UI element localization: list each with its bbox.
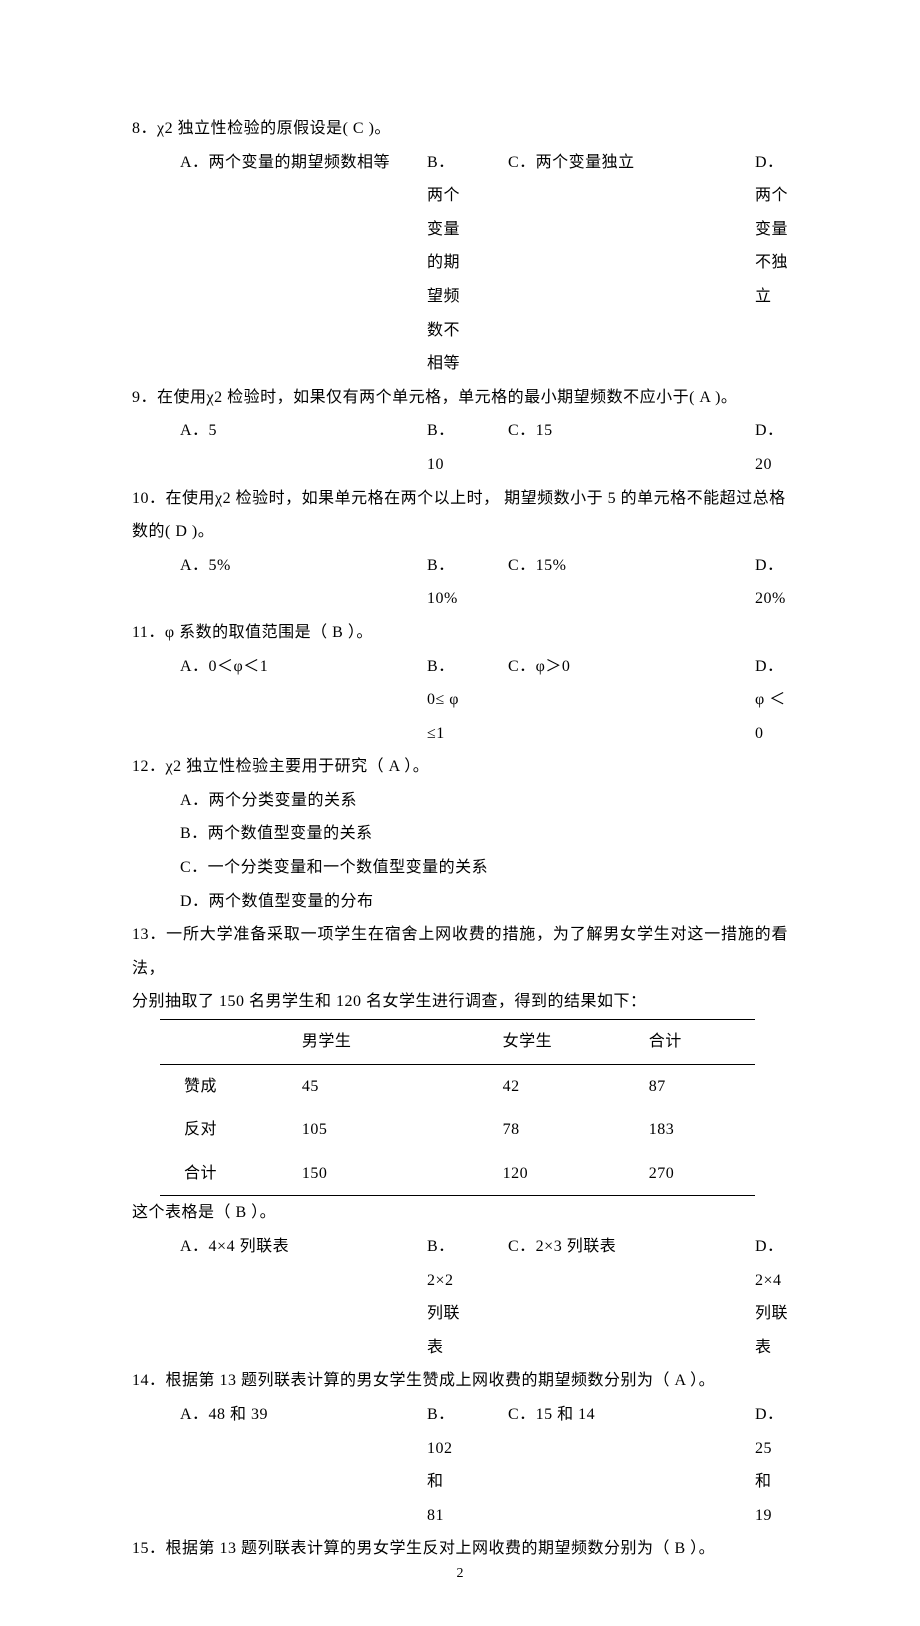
- cell: 78: [495, 1108, 641, 1152]
- option-a: A．0＜φ＜1: [132, 650, 427, 751]
- options: A．两个变量的期望频数相等 B．两个变量的期望频数不相等 C．两个变量独立 D．…: [132, 146, 788, 381]
- options: A．0＜φ＜1 B．0≤ φ ≤1 C．φ＞0 D．φ ＜0: [132, 650, 788, 751]
- table-row: 合计 150 120 270: [160, 1152, 755, 1196]
- option-d: D．2×4 列联表: [755, 1230, 788, 1364]
- option-d: D．25 和 19: [755, 1398, 788, 1532]
- cell: 105: [294, 1108, 495, 1152]
- option-d: D．φ ＜0: [755, 650, 788, 751]
- cell: 120: [495, 1152, 641, 1196]
- table-header-row: 男学生 女学生 合计: [160, 1020, 755, 1065]
- question-9: 9．在使用χ2 检验时，如果仅有两个单元格，单元格的最小期望频数不应小于( A …: [132, 381, 788, 482]
- cell: 87: [641, 1064, 755, 1108]
- col-header-blank: [160, 1020, 294, 1065]
- option-c: C．两个变量独立: [460, 146, 755, 381]
- question-stem: 15．根据第 13 题列联表计算的男女学生反对上网收费的期望频数分别为（ B ）…: [132, 1532, 788, 1566]
- option-c: C．15: [460, 414, 755, 481]
- option-d: D．20: [755, 414, 788, 481]
- option-c: C．一个分类变量和一个数值型变量的关系: [132, 851, 788, 885]
- cell: 270: [641, 1152, 755, 1196]
- option-d: D．20%: [755, 549, 788, 616]
- stem-line: 13．一所大学准备采取一项学生在宿舍上网收费的措施，为了解男女学生对这一措施的看…: [132, 918, 788, 985]
- options: A．5 B．10 C．15 D．20: [132, 414, 788, 481]
- option-d: D．两个数值型变量的分布: [132, 885, 788, 919]
- option-b: B．2×2 列联表: [427, 1230, 460, 1364]
- option-a: A．48 和 39: [132, 1398, 427, 1532]
- col-header-female: 女学生: [495, 1020, 641, 1065]
- page-number: 2: [0, 1566, 920, 1582]
- question-11: 11．φ 系数的取值范围是（ B ）。 A．0＜φ＜1 B．0≤ φ ≤1 C．…: [132, 616, 788, 750]
- table-row: 反对 105 78 183: [160, 1108, 755, 1152]
- col-header-total: 合计: [641, 1020, 755, 1065]
- row-label: 合计: [160, 1152, 294, 1196]
- question-13: 13．一所大学准备采取一项学生在宿舍上网收费的措施，为了解男女学生对这一措施的看…: [132, 918, 788, 1364]
- cell: 183: [641, 1108, 755, 1152]
- option-c: C．15 和 14: [460, 1398, 755, 1532]
- cell: 45: [294, 1064, 495, 1108]
- option-c: C．2×3 列联表: [460, 1230, 755, 1364]
- option-d: D．两个变量不独立: [755, 146, 788, 381]
- contingency-table-wrap: 男学生 女学生 合计 赞成 45 42 87 反对 105: [132, 1019, 788, 1196]
- option-a: A．5: [132, 414, 427, 481]
- options: A．两个分类变量的关系 B．两个数值型变量的关系 C．一个分类变量和一个数值型变…: [132, 784, 788, 918]
- option-b: B．102 和 81: [427, 1398, 460, 1532]
- contingency-table: 男学生 女学生 合计 赞成 45 42 87 反对 105: [160, 1019, 755, 1196]
- option-c: C．15%: [460, 549, 755, 616]
- row-label: 赞成: [160, 1064, 294, 1108]
- option-b: B．两个变量的期望频数不相等: [427, 146, 460, 381]
- option-b: B．10: [427, 414, 460, 481]
- cell: 150: [294, 1152, 495, 1196]
- question-12: 12．χ2 独立性检验主要用于研究（ A ）。 A．两个分类变量的关系 B．两个…: [132, 750, 788, 918]
- option-b: B．0≤ φ ≤1: [427, 650, 460, 751]
- question-stem: 13．一所大学准备采取一项学生在宿舍上网收费的措施，为了解男女学生对这一措施的看…: [132, 918, 788, 1019]
- options: A．48 和 39 B．102 和 81 C．15 和 14 D．25 和 19: [132, 1398, 788, 1532]
- question-10: 10．在使用χ2 检验时，如果单元格在两个以上时， 期望频数小于 5 的单元格不…: [132, 482, 788, 616]
- col-header-male: 男学生: [294, 1020, 495, 1065]
- option-c: C．φ＞0: [460, 650, 755, 751]
- question-8: 8．χ2 独立性检验的原假设是( C )。 A．两个变量的期望频数相等 B．两个…: [132, 112, 788, 381]
- option-a: A．5%: [132, 549, 427, 616]
- options: A．4×4 列联表 B．2×2 列联表 C．2×3 列联表 D．2×4 列联表: [132, 1230, 788, 1364]
- options: A．5% B．10% C．15% D．20%: [132, 549, 788, 616]
- row-label: 反对: [160, 1108, 294, 1152]
- option-a: A．4×4 列联表: [132, 1230, 427, 1364]
- question-15: 15．根据第 13 题列联表计算的男女学生反对上网收费的期望频数分别为（ B ）…: [132, 1532, 788, 1566]
- option-a: A．两个变量的期望频数相等: [132, 146, 427, 381]
- cell: 42: [495, 1064, 641, 1108]
- question-stem: 9．在使用χ2 检验时，如果仅有两个单元格，单元格的最小期望频数不应小于( A …: [132, 381, 788, 415]
- question-stem: 14．根据第 13 题列联表计算的男女学生赞成上网收费的期望频数分别为（ A ）…: [132, 1364, 788, 1398]
- option-b: B．两个数值型变量的关系: [132, 817, 788, 851]
- question-stem: 11．φ 系数的取值范围是（ B ）。: [132, 616, 788, 650]
- stem-line: 数的( D )。: [132, 515, 788, 549]
- page: 8．χ2 独立性检验的原假设是( C )。 A．两个变量的期望频数相等 B．两个…: [0, 0, 920, 1626]
- question-stem: 8．χ2 独立性检验的原假设是( C )。: [132, 112, 788, 146]
- stem-line: 10．在使用χ2 检验时，如果单元格在两个以上时， 期望频数小于 5 的单元格不…: [132, 482, 788, 516]
- question-14: 14．根据第 13 题列联表计算的男女学生赞成上网收费的期望频数分别为（ A ）…: [132, 1364, 788, 1532]
- option-b: B．10%: [427, 549, 460, 616]
- option-a: A．两个分类变量的关系: [132, 784, 788, 818]
- table-row: 赞成 45 42 87: [160, 1064, 755, 1108]
- question-stem: 12．χ2 独立性检验主要用于研究（ A ）。: [132, 750, 788, 784]
- stem-line: 分别抽取了 150 名男学生和 120 名女学生进行调查，得到的结果如下：: [132, 985, 788, 1019]
- question-after-table: 这个表格是（ B ）。: [132, 1196, 788, 1230]
- question-stem: 10．在使用χ2 检验时，如果单元格在两个以上时， 期望频数小于 5 的单元格不…: [132, 482, 788, 549]
